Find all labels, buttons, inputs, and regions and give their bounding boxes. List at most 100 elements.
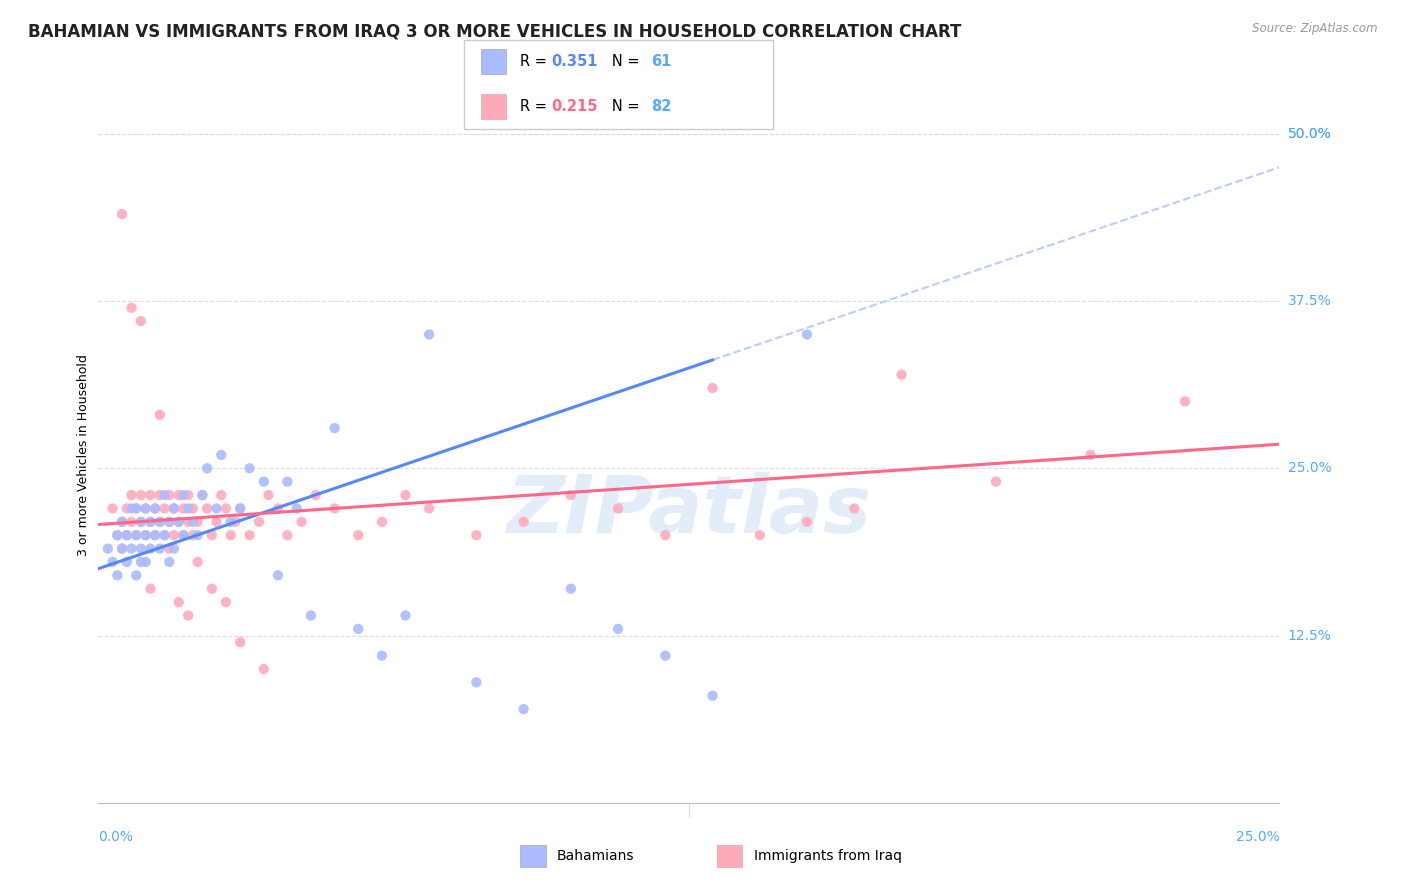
Point: [167, 515, 190, 529]
Point: [177, 608, 200, 623]
Point: [229, 501, 252, 516]
Point: [654, 528, 676, 542]
Point: [323, 501, 346, 516]
Point: [844, 501, 866, 516]
Point: [209, 488, 232, 502]
Point: [157, 515, 180, 529]
Point: [139, 515, 162, 529]
Text: 25.0%: 25.0%: [1236, 830, 1279, 844]
Text: Immigrants from Iraq: Immigrants from Iraq: [754, 849, 901, 863]
Point: [115, 501, 138, 516]
Text: R =: R =: [520, 99, 551, 113]
Text: 12.5%: 12.5%: [1288, 629, 1331, 642]
Point: [172, 528, 194, 542]
Point: [253, 475, 276, 489]
Point: [181, 528, 204, 542]
Point: [163, 528, 186, 542]
Point: [394, 608, 416, 623]
Point: [167, 488, 190, 502]
Point: [157, 515, 180, 529]
Point: [215, 595, 238, 609]
Point: [276, 475, 298, 489]
Point: [157, 541, 180, 556]
Point: [201, 528, 224, 542]
Point: [153, 501, 176, 516]
Point: [702, 381, 724, 395]
Point: [97, 541, 120, 556]
Text: 25.0%: 25.0%: [1288, 461, 1331, 475]
Point: [139, 582, 162, 596]
Point: [371, 648, 394, 663]
Point: [219, 528, 242, 542]
Point: [149, 488, 172, 502]
Point: [167, 595, 190, 609]
Text: 0.351: 0.351: [551, 54, 598, 69]
Point: [111, 515, 134, 529]
Point: [129, 541, 152, 556]
Point: [290, 515, 312, 529]
Point: [153, 528, 176, 542]
Point: [702, 689, 724, 703]
Point: [125, 501, 148, 516]
Point: [139, 541, 162, 556]
Point: [125, 501, 148, 516]
Point: [135, 528, 157, 542]
Point: [135, 501, 157, 516]
Text: 37.5%: 37.5%: [1288, 294, 1331, 308]
Point: [105, 528, 128, 542]
Point: [560, 488, 582, 502]
Point: [654, 648, 676, 663]
Point: [224, 515, 246, 529]
Point: [135, 501, 157, 516]
Point: [115, 528, 138, 542]
Point: [191, 488, 214, 502]
Point: [201, 582, 224, 596]
Text: BAHAMIAN VS IMMIGRANTS FROM IRAQ 3 OR MORE VEHICLES IN HOUSEHOLD CORRELATION CHA: BAHAMIAN VS IMMIGRANTS FROM IRAQ 3 OR MO…: [28, 22, 962, 40]
Point: [143, 528, 166, 542]
Point: [512, 515, 534, 529]
Point: [111, 207, 134, 221]
Point: [748, 528, 770, 542]
Point: [177, 515, 200, 529]
Point: [465, 528, 488, 542]
Point: [163, 541, 186, 556]
Point: [101, 501, 124, 516]
Point: [177, 501, 200, 516]
Point: [323, 421, 346, 435]
Point: [195, 461, 218, 475]
Point: [276, 528, 298, 542]
Point: [229, 635, 252, 649]
Point: [129, 314, 152, 328]
Point: [115, 555, 138, 569]
Point: [111, 515, 134, 529]
Point: [181, 501, 204, 516]
Text: Source: ZipAtlas.com: Source: ZipAtlas.com: [1253, 22, 1378, 36]
Point: [121, 501, 143, 516]
Point: [187, 515, 209, 529]
Text: 50.0%: 50.0%: [1288, 127, 1331, 141]
Point: [371, 515, 394, 529]
Point: [125, 568, 148, 582]
Point: [121, 541, 143, 556]
Point: [153, 488, 176, 502]
Point: [512, 702, 534, 716]
Point: [418, 501, 440, 516]
Point: [219, 515, 242, 529]
Point: [796, 515, 818, 529]
Point: [247, 515, 270, 529]
Point: [239, 528, 262, 542]
Point: [125, 528, 148, 542]
Text: 82: 82: [651, 99, 671, 113]
Point: [299, 608, 322, 623]
Point: [163, 501, 186, 516]
Point: [135, 555, 157, 569]
Point: [143, 501, 166, 516]
Point: [205, 501, 228, 516]
Point: [111, 541, 134, 556]
Point: [121, 515, 143, 529]
Point: [125, 528, 148, 542]
Point: [253, 662, 276, 676]
Text: R =: R =: [520, 54, 551, 69]
Point: [157, 488, 180, 502]
Point: [195, 501, 218, 516]
